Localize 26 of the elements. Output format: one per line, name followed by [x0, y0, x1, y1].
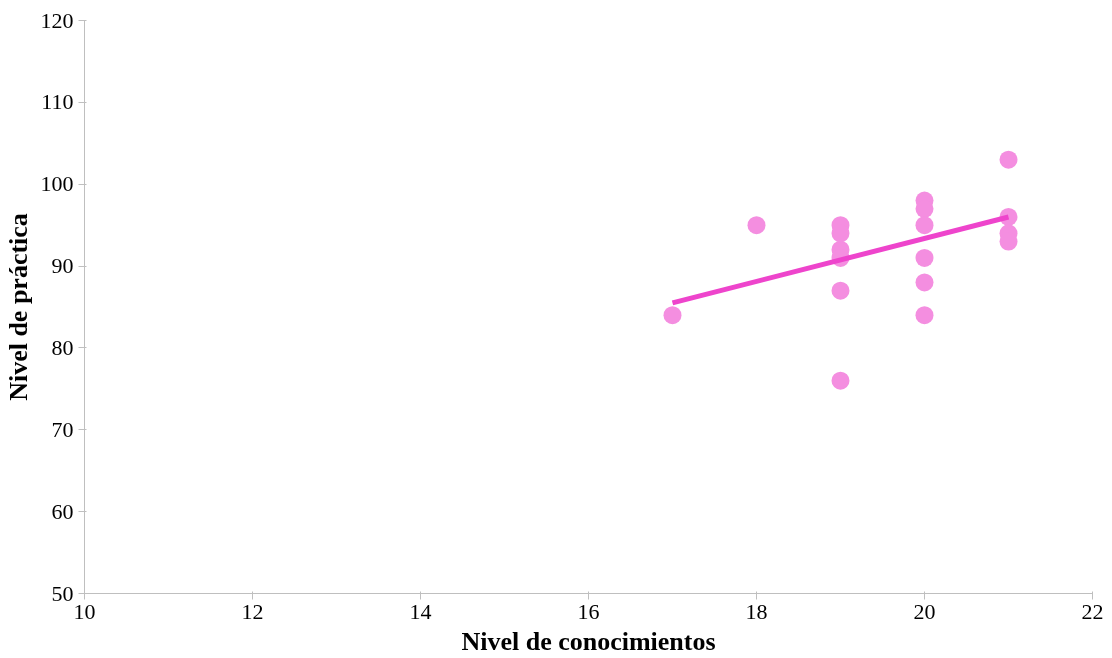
y-tick-label: 100: [40, 171, 74, 197]
y-tick-label: 90: [51, 253, 74, 279]
y-tick-label: 110: [41, 89, 74, 115]
x-tick-label: 14: [409, 598, 432, 624]
x-tick-label: 16: [577, 598, 600, 624]
point: [915, 306, 934, 325]
x-tick-label: 10: [73, 598, 96, 624]
point: [999, 150, 1018, 169]
x-axis-title: Nivel de conocimientos: [461, 626, 716, 656]
y-tick-label: 70: [51, 416, 74, 442]
point: [915, 216, 934, 235]
y-axis-title: Nivel de práctica: [3, 213, 33, 401]
y-tick-label: 60: [51, 498, 74, 524]
x-tick-label: 18: [745, 598, 768, 624]
y-tick-label: 50: [51, 580, 74, 606]
x-tick-label: 12: [241, 598, 264, 624]
point: [915, 273, 934, 292]
point: [831, 281, 850, 300]
y-tick-label: 120: [40, 7, 74, 33]
point: [915, 248, 934, 267]
y-tick-label: 80: [51, 334, 74, 360]
x-tick-label: 22: [1081, 598, 1104, 624]
x-tick-label: 20: [913, 598, 936, 624]
point: [831, 371, 850, 390]
point: [747, 216, 766, 235]
point: [663, 306, 682, 325]
